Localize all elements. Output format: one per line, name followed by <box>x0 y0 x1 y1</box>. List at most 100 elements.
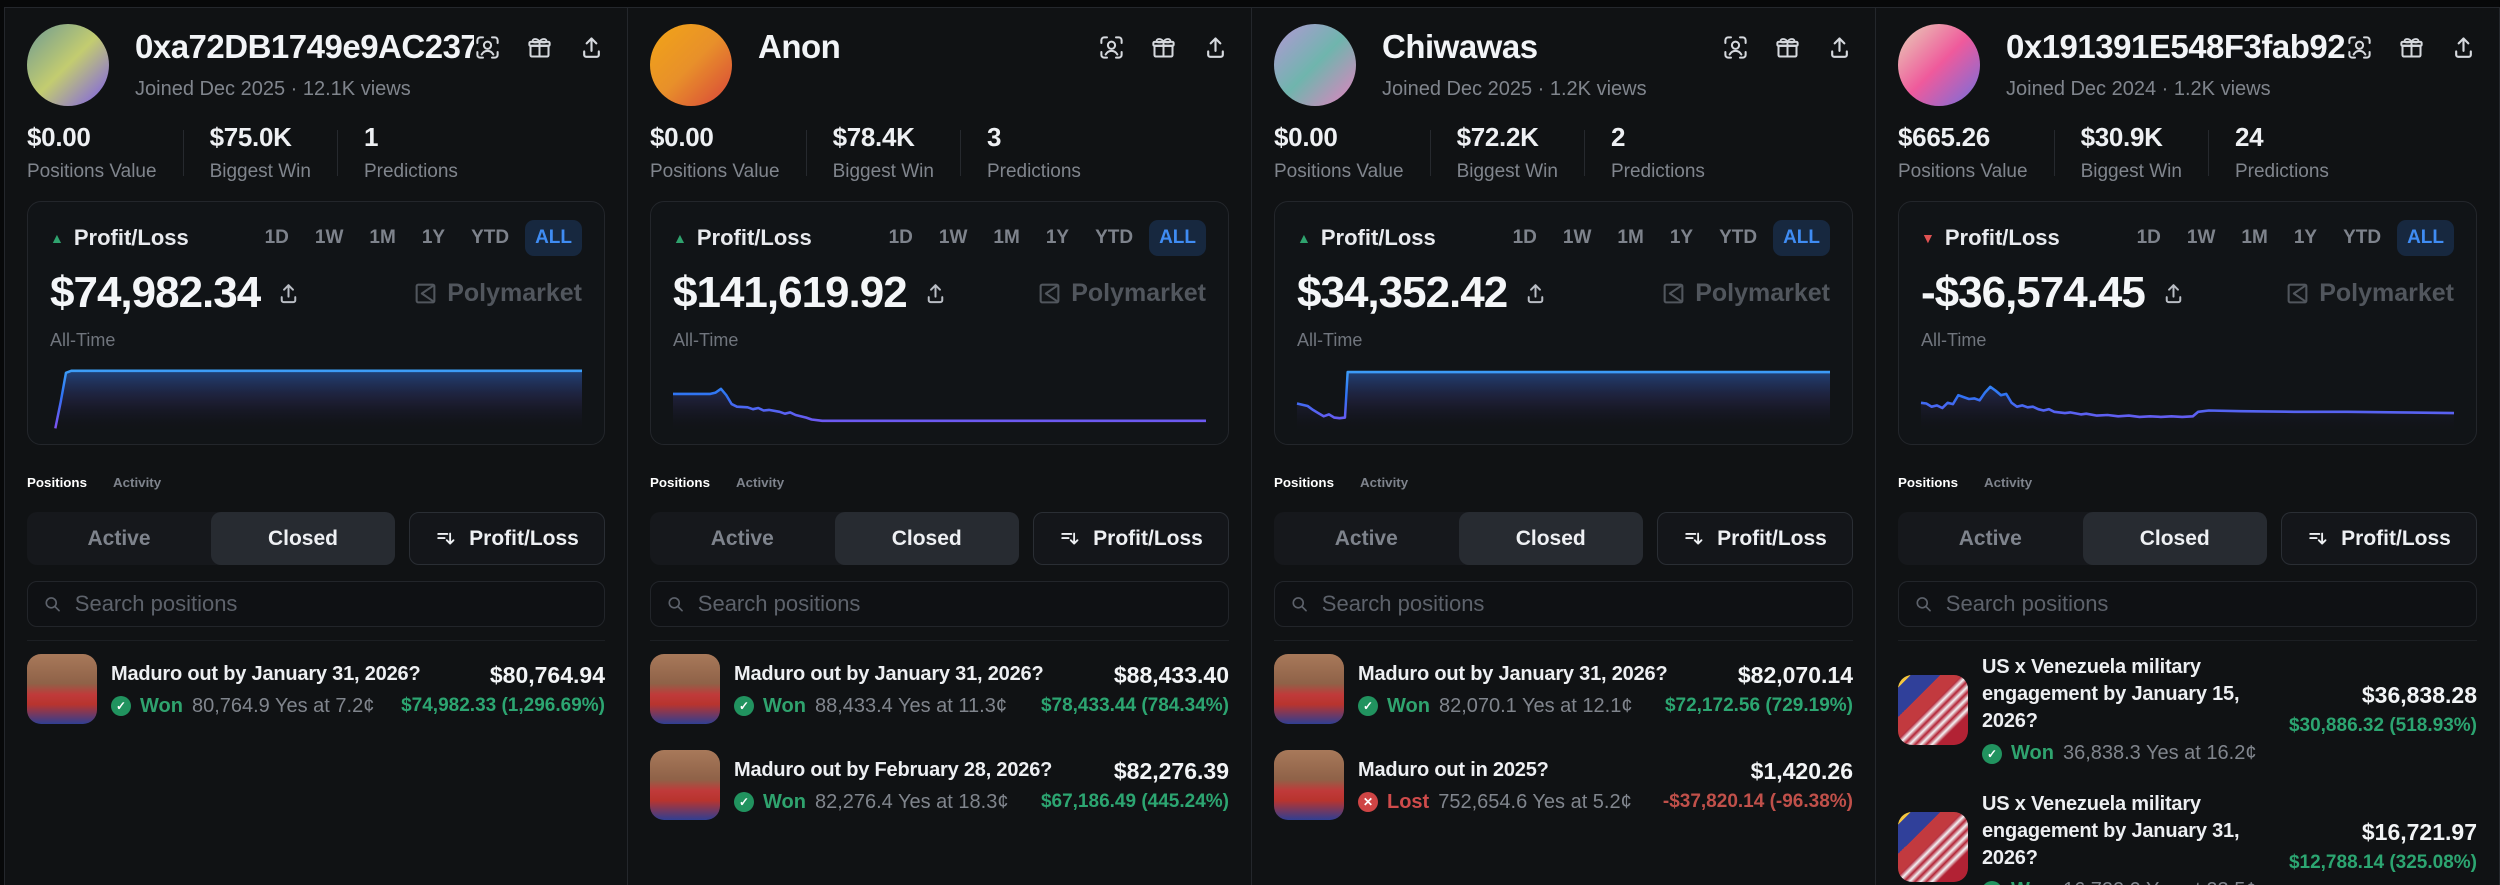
range-chip-1d[interactable]: 1D <box>1503 220 1547 256</box>
range-chip-1w[interactable]: 1W <box>305 220 354 256</box>
pl-period: All-Time <box>1297 330 1363 350</box>
range-chip-1w[interactable]: 1W <box>2177 220 2226 256</box>
filter-closed[interactable]: Closed <box>2082 512 2267 565</box>
range-chip-all[interactable]: ALL <box>525 220 582 256</box>
share-pl-button[interactable] <box>276 281 301 306</box>
profile-name: 0x191391E548F3fab92... <box>2006 28 2346 65</box>
share-icon[interactable] <box>1202 34 1229 61</box>
filter-active[interactable]: Active <box>1274 512 1459 565</box>
range-chip-1d[interactable]: 1D <box>879 220 923 256</box>
range-chip-1m[interactable]: 1M <box>359 220 405 256</box>
position-row[interactable]: Maduro out by January 31, 2026? ✓ Won 80… <box>27 641 605 737</box>
filter-closed[interactable]: Closed <box>1458 512 1643 565</box>
share-pl-button[interactable] <box>2161 281 2186 306</box>
tab-activity[interactable]: Activity <box>735 475 785 490</box>
search-positions[interactable] <box>1898 581 2477 627</box>
gift-icon[interactable] <box>1774 34 1801 61</box>
sort-icon <box>2309 532 2327 544</box>
gift-icon[interactable] <box>526 34 553 61</box>
position-profit: $30,886.32 (518.93%) <box>2288 715 2477 736</box>
time-range-selector: 1D 1W 1M 1Y YTD ALL <box>879 220 1206 256</box>
market-title: Maduro out by January 31, 2026? <box>111 662 421 685</box>
range-chip-1y[interactable]: 1Y <box>2284 220 2327 256</box>
sort-profit-loss-button[interactable]: Profit/Loss <box>1033 512 1229 565</box>
search-positions[interactable] <box>27 581 605 627</box>
tab-positions[interactable]: Positions <box>1274 475 1334 490</box>
sort-profit-loss-button[interactable]: Profit/Loss <box>1657 512 1853 565</box>
range-chip-ytd[interactable]: YTD <box>1709 220 1767 256</box>
search-input[interactable] <box>1321 591 1837 617</box>
tab-activity[interactable]: Activity <box>1359 475 1409 490</box>
status-filter: Active Closed <box>650 512 1019 565</box>
filter-active[interactable]: Active <box>1898 512 2083 565</box>
tab-positions[interactable]: Positions <box>27 475 87 490</box>
share-pl-button[interactable] <box>923 281 948 306</box>
market-title: US x Venezuela military engagement by Ja… <box>1982 656 2240 732</box>
position-row[interactable]: Maduro out in 2025? ✕ Lost 752,654.6 Yes… <box>1274 737 1853 833</box>
position-row[interactable]: Maduro out by January 31, 2026? ✓ Won 82… <box>1274 641 1853 737</box>
range-chip-1y[interactable]: 1Y <box>1660 220 1703 256</box>
share-pl-button[interactable] <box>1523 281 1548 306</box>
time-range-selector: 1D 1W 1M 1Y YTD ALL <box>1503 220 1830 256</box>
tab-positions[interactable]: Positions <box>650 475 710 490</box>
position-row[interactable]: US x Venezuela military engagement by Ja… <box>1898 641 2477 778</box>
range-chip-1m[interactable]: 1M <box>983 220 1029 256</box>
filter-closed[interactable]: Closed <box>211 512 395 565</box>
position-value: $82,276.39 <box>1113 757 1229 784</box>
range-chip-ytd[interactable]: YTD <box>2333 220 2391 256</box>
position-value: $36,838.28 <box>2361 682 2477 708</box>
range-chip-1y[interactable]: 1Y <box>1036 220 1079 256</box>
sort-profit-loss-button[interactable]: Profit/Loss <box>2281 512 2477 565</box>
pl-label: Profit/Loss <box>73 225 189 250</box>
position-row[interactable]: Maduro out by February 28, 2026? ✓ Won 8… <box>650 737 1229 833</box>
gift-icon[interactable] <box>2398 34 2425 61</box>
share-icon[interactable] <box>1826 34 1853 61</box>
range-chip-1m[interactable]: 1M <box>1607 220 1653 256</box>
gift-icon[interactable] <box>1150 34 1177 61</box>
status-filter: Active Closed <box>1898 512 2267 565</box>
range-chip-1d[interactable]: 1D <box>255 220 299 256</box>
range-chip-1w[interactable]: 1W <box>1553 220 1602 256</box>
range-chip-all[interactable]: ALL <box>2397 220 2454 256</box>
range-chip-1d[interactable]: 1D <box>2127 220 2171 256</box>
share-icon[interactable] <box>2450 34 2477 61</box>
position-row[interactable]: US x Venezuela military engagement by Ja… <box>1898 778 2477 885</box>
scan-profile-icon[interactable] <box>2346 34 2373 61</box>
sort-profit-loss-button[interactable]: Profit/Loss <box>409 512 605 565</box>
filter-active[interactable]: Active <box>650 512 835 565</box>
polymarket-logo-icon <box>415 283 436 303</box>
scan-profile-icon[interactable] <box>1098 34 1125 61</box>
share-icon[interactable] <box>578 34 605 61</box>
scan-profile-icon[interactable] <box>1722 34 1749 61</box>
search-icon <box>45 596 60 612</box>
scan-profile-icon[interactable] <box>474 34 501 61</box>
tab-positions[interactable]: Positions <box>1898 475 1958 490</box>
search-positions[interactable] <box>650 581 1229 627</box>
search-icon <box>1916 596 1931 612</box>
range-chip-1w[interactable]: 1W <box>929 220 978 256</box>
search-input[interactable] <box>74 591 589 617</box>
range-chip-1y[interactable]: 1Y <box>412 220 455 256</box>
range-chip-ytd[interactable]: YTD <box>461 220 519 256</box>
tab-activity[interactable]: Activity <box>1983 475 2033 490</box>
range-chip-all[interactable]: ALL <box>1149 220 1206 256</box>
search-positions[interactable] <box>1274 581 1853 627</box>
position-profit: $74,982.33 (1,296.69%) <box>401 694 605 716</box>
outcome-label: Won <box>2011 879 2054 885</box>
search-input[interactable] <box>697 591 1213 617</box>
sort-icon <box>437 532 455 544</box>
us-venezuela-market-thumb <box>1898 811 1968 882</box>
trend-up-icon: ▲ <box>1297 230 1311 246</box>
range-chip-all[interactable]: ALL <box>1773 220 1830 256</box>
joined-views: Joined Dec 2025 · 12.1K views <box>135 78 411 100</box>
position-row[interactable]: Maduro out by January 31, 2026? ✓ Won 88… <box>650 641 1229 737</box>
filter-active[interactable]: Active <box>27 512 211 565</box>
range-chip-1m[interactable]: 1M <box>2231 220 2277 256</box>
range-chip-ytd[interactable]: YTD <box>1085 220 1143 256</box>
pl-period: All-Time <box>1921 330 1987 350</box>
search-input[interactable] <box>1945 591 2461 617</box>
market-title: Maduro out by January 31, 2026? <box>734 662 1044 685</box>
tab-activity[interactable]: Activity <box>112 475 162 490</box>
filter-closed[interactable]: Closed <box>834 512 1019 565</box>
polymarket-watermark: Polymarket <box>1037 279 1206 308</box>
